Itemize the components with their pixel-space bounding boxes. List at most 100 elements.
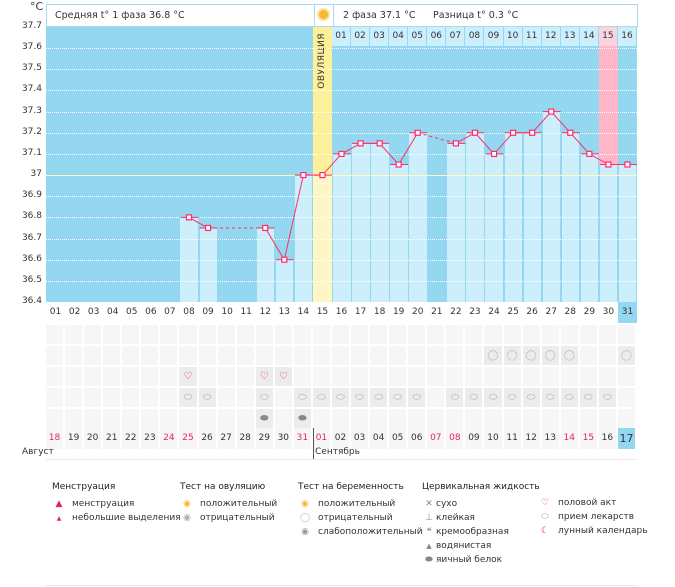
phase2-day-number[interactable]: 11: [522, 27, 542, 46]
empty-cell[interactable]: [236, 346, 256, 365]
empty-cell[interactable]: [446, 409, 466, 428]
temperature-point[interactable]: [605, 161, 612, 168]
calendar-date[interactable]: 05: [389, 428, 409, 449]
empty-cell[interactable]: [579, 367, 599, 386]
empty-cell[interactable]: [427, 409, 447, 428]
empty-cell[interactable]: [617, 388, 637, 407]
calendar-date[interactable]: 12: [522, 428, 542, 449]
empty-cell[interactable]: [427, 346, 447, 365]
pill-cell[interactable]: ⬭: [198, 388, 218, 407]
empty-cell[interactable]: [293, 367, 313, 386]
empty-cell[interactable]: [351, 325, 371, 344]
cycle-day-number[interactable]: 03: [87, 307, 100, 317]
bbt-chart[interactable]: ОВУЛЯЦИЯ 01 02 03 04 05 06 07 08 09 10 11 12 13 14 15 16: [46, 27, 637, 302]
empty-cell[interactable]: [84, 346, 104, 365]
cycle-day-number[interactable]: 02: [68, 307, 81, 317]
heart-cell[interactable]: ♡: [274, 367, 294, 386]
calendar-date[interactable]: 04: [370, 428, 390, 449]
empty-cell[interactable]: [84, 388, 104, 407]
temperature-point[interactable]: [529, 129, 536, 136]
empty-cell[interactable]: [198, 325, 218, 344]
empty-cell[interactable]: [389, 409, 409, 428]
cycle-day-number[interactable]: 14: [297, 307, 310, 317]
temperature-point[interactable]: [262, 224, 269, 232]
empty-cell[interactable]: [370, 325, 390, 344]
empty-cell[interactable]: [236, 388, 256, 407]
cycle-day-number[interactable]: 07: [164, 307, 176, 317]
temperature-point[interactable]: [624, 161, 631, 168]
calendar-date[interactable]: 21: [103, 428, 123, 449]
empty-cell[interactable]: [122, 409, 142, 428]
pill-cell[interactable]: ⬭: [503, 388, 523, 407]
empty-cell[interactable]: [65, 325, 85, 344]
empty-cell[interactable]: [312, 409, 332, 428]
empty-cell[interactable]: [465, 367, 485, 386]
empty-cell[interactable]: [103, 388, 123, 407]
empty-cell[interactable]: [617, 367, 637, 386]
empty-cell[interactable]: [293, 346, 313, 365]
calendar-date[interactable]: 20: [84, 428, 104, 449]
cycle-day-number[interactable]: 04: [106, 307, 119, 317]
cycle-day-number[interactable]: 11: [240, 307, 252, 317]
empty-cell[interactable]: [274, 388, 294, 407]
empty-cell[interactable]: [351, 409, 371, 428]
calendar-date[interactable]: 19: [65, 428, 85, 449]
calendar-date[interactable]: 08: [446, 428, 466, 449]
empty-cell[interactable]: [84, 325, 104, 344]
heart-cell[interactable]: ♡: [255, 367, 275, 386]
empty-cell[interactable]: [274, 325, 294, 344]
empty-cell[interactable]: [160, 367, 180, 386]
calendar-date[interactable]: 27: [217, 428, 237, 449]
empty-cell[interactable]: [503, 325, 523, 344]
cycle-day-number[interactable]: 16: [335, 307, 348, 317]
egg-white-cell[interactable]: ⬬: [255, 409, 275, 428]
temperature-point[interactable]: [357, 140, 364, 147]
empty-cell[interactable]: [103, 409, 123, 428]
empty-cell[interactable]: [122, 325, 142, 344]
empty-cell[interactable]: [255, 346, 275, 365]
cycle-day-number[interactable]: 21: [431, 307, 443, 317]
calendar-date[interactable]: 17: [617, 428, 637, 449]
calendar-date[interactable]: 01: [312, 428, 332, 449]
empty-cell[interactable]: [579, 346, 599, 365]
empty-cell[interactable]: [65, 346, 85, 365]
cycle-day-number[interactable]: 19: [392, 307, 405, 317]
phase2-day-number[interactable]: 05: [408, 27, 428, 46]
pregnancy-test-negative-cell[interactable]: ◯: [541, 346, 561, 365]
empty-cell[interactable]: [160, 409, 180, 428]
empty-cell[interactable]: [408, 367, 428, 386]
empty-cell[interactable]: [160, 346, 180, 365]
empty-cell[interactable]: [122, 346, 142, 365]
temperature-point[interactable]: [338, 150, 345, 158]
cycle-day-number[interactable]: 08: [183, 307, 195, 317]
empty-cell[interactable]: [598, 325, 618, 344]
empty-cell[interactable]: [141, 388, 161, 407]
phase2-day-number[interactable]: 03: [370, 27, 390, 46]
empty-cell[interactable]: [141, 346, 161, 365]
calendar-date[interactable]: 02: [331, 428, 352, 449]
empty-cell[interactable]: [65, 367, 85, 386]
calendar-date[interactable]: 26: [198, 428, 218, 449]
empty-cell[interactable]: [446, 346, 466, 365]
temperature-point[interactable]: [185, 214, 193, 221]
empty-cell[interactable]: [389, 367, 409, 386]
calendar-date[interactable]: 24: [160, 428, 180, 449]
cycle-day-number[interactable]: 25: [507, 307, 519, 317]
pill-cell[interactable]: ⬭: [560, 388, 580, 407]
empty-cell[interactable]: [370, 409, 390, 428]
cycle-day-number[interactable]: 18: [373, 307, 386, 317]
phase2-day-number[interactable]: 10: [503, 27, 523, 46]
pill-cell[interactable]: ⬭: [598, 388, 618, 407]
calendar-date[interactable]: 07: [427, 428, 447, 449]
empty-cell[interactable]: [617, 325, 637, 344]
empty-cell[interactable]: [427, 367, 447, 386]
cycle-day-number[interactable]: 10: [221, 307, 233, 317]
empty-cell[interactable]: [408, 346, 428, 365]
empty-cell[interactable]: [46, 325, 66, 344]
empty-cell[interactable]: [141, 325, 161, 344]
pill-cell[interactable]: ⬭: [408, 388, 428, 407]
empty-cell[interactable]: [179, 409, 199, 428]
empty-cell[interactable]: [541, 325, 561, 344]
empty-cell[interactable]: [103, 325, 123, 344]
empty-cell[interactable]: [370, 367, 390, 386]
